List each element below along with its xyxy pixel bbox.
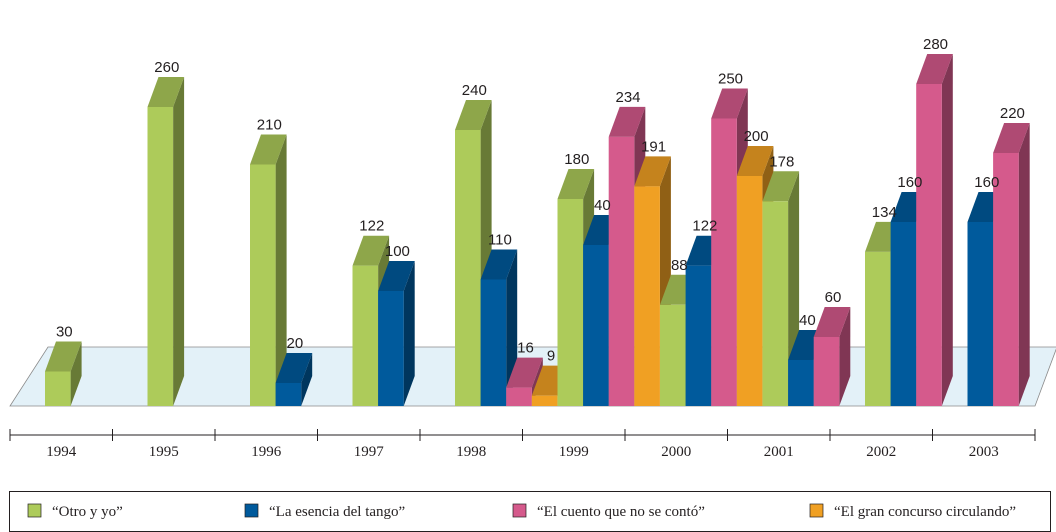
value-label: 200 xyxy=(744,128,769,145)
value-label: 9 xyxy=(547,348,555,365)
legend-swatch xyxy=(244,503,259,518)
bar xyxy=(993,123,1030,406)
value-label: 178 xyxy=(769,153,794,170)
x-tick-label: 1995 xyxy=(149,444,179,460)
legend-label: “El cuento que no se contó” xyxy=(537,504,705,520)
value-label: 160 xyxy=(974,174,999,191)
x-tick-label: 1999 xyxy=(559,444,589,460)
legend-swatch xyxy=(809,503,824,518)
legend-label: “El gran concurso circulando” xyxy=(834,504,1016,520)
legend-swatch xyxy=(27,503,42,518)
legend: “Otro y yo” “La esencia del tango” “El cue… xyxy=(9,491,1051,532)
value-label: 160 xyxy=(897,174,922,191)
x-tick-label: 1996 xyxy=(251,444,282,460)
bars xyxy=(45,54,1030,407)
value-label: 234 xyxy=(615,89,640,106)
x-tick-label: 1998 xyxy=(456,444,486,460)
x-tick-label: 2001 xyxy=(764,444,794,460)
legend-box xyxy=(9,491,1051,532)
value-label: 280 xyxy=(923,36,948,53)
value-label: 260 xyxy=(154,59,179,76)
x-tick-label: 2002 xyxy=(866,444,896,460)
value-label: 240 xyxy=(462,82,487,99)
value-label: 122 xyxy=(359,218,384,235)
value-label: 30 xyxy=(56,324,73,341)
bar xyxy=(275,353,313,406)
bar xyxy=(762,171,800,406)
bar xyxy=(250,134,287,406)
bar xyxy=(147,77,185,406)
value-label: 88 xyxy=(671,257,688,274)
value-label: 220 xyxy=(1000,105,1025,122)
value-label: 180 xyxy=(564,151,589,168)
value-label: 100 xyxy=(385,243,410,260)
x-axis: 1994 1995 1996 1997 1998 1999 2000 2001 2002 2003 xyxy=(9,429,1036,460)
x-tick-label: 2003 xyxy=(969,444,999,460)
x-tick-label: 1994 xyxy=(46,444,77,460)
bar xyxy=(813,307,851,406)
legend-swatch xyxy=(512,503,527,518)
bar xyxy=(378,261,415,406)
value-label: 40 xyxy=(799,312,816,329)
value-label: 210 xyxy=(257,117,282,134)
legend-label: “Otro y yo” xyxy=(52,504,123,520)
value-label: 191 xyxy=(641,138,666,155)
value-label: 60 xyxy=(825,289,842,306)
legend-label: “La esencia del tango” xyxy=(269,504,405,520)
x-tick-label: 1997 xyxy=(354,444,385,460)
bar xyxy=(45,341,82,406)
value-label: 122 xyxy=(692,218,717,235)
value-label: 16 xyxy=(517,340,534,357)
value-label: 20 xyxy=(287,335,304,352)
bar xyxy=(916,54,953,406)
value-label: 40 xyxy=(594,197,611,214)
value-label: 134 xyxy=(872,204,897,221)
x-tick-label: 2000 xyxy=(661,444,691,460)
value-label: 250 xyxy=(718,71,743,88)
value-label: 110 xyxy=(488,232,512,249)
